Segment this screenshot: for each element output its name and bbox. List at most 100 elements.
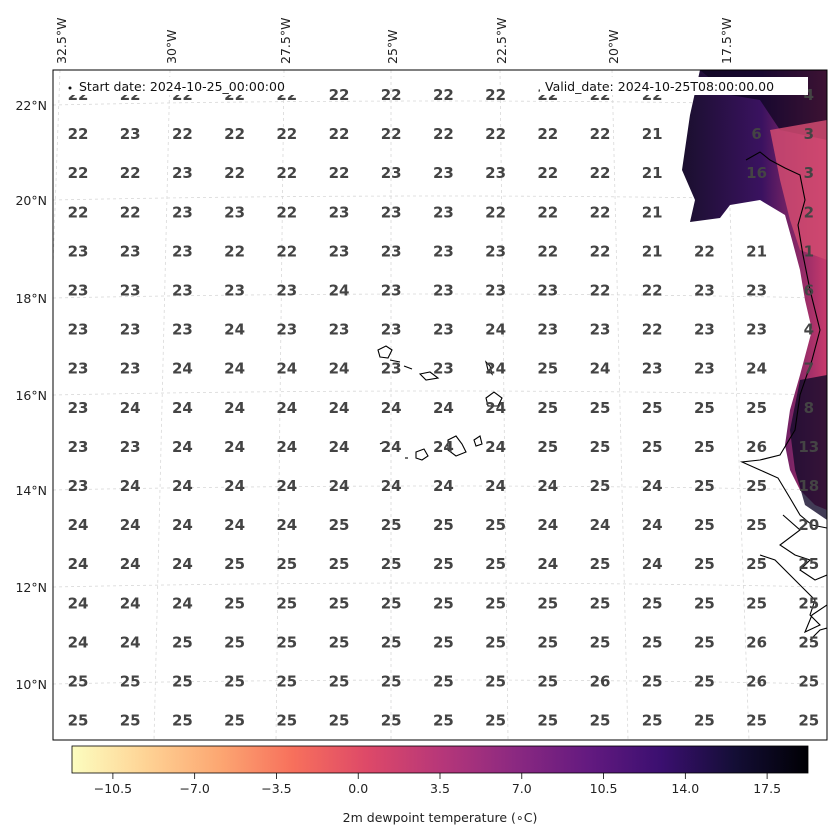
latitude-label: 10°N (15, 677, 47, 692)
grid-value: 22 (172, 125, 193, 143)
grid-value: 23 (172, 242, 193, 260)
grid-value: 25 (120, 673, 141, 691)
grid-value: 22 (537, 164, 558, 182)
latitude-label: 22°N (15, 98, 47, 113)
grid-value: 25 (329, 516, 350, 534)
colorbar-title: 2m dewpoint temperature (∘C) (343, 810, 538, 825)
grid-value: 24 (120, 516, 141, 534)
grid-value: 24 (224, 516, 245, 534)
grid-value: 23 (485, 282, 506, 300)
grid-value: 23 (433, 164, 454, 182)
grid-value: 25 (590, 594, 611, 612)
latitude-label: 14°N (15, 483, 47, 498)
grid-value: 20 (798, 516, 819, 534)
grid-value: 23 (120, 438, 141, 456)
parallel-line (53, 100, 827, 106)
grid-value: 22 (276, 125, 297, 143)
parallel-line (53, 390, 827, 396)
grid-value: 24 (68, 633, 89, 651)
grid-value: 24 (642, 555, 663, 573)
grid-value: 25 (798, 712, 819, 730)
grid-value: 23 (381, 203, 402, 221)
grid-value: 24 (329, 399, 350, 417)
grid-value: 22 (642, 282, 663, 300)
value-grid: 2222222222222222222222224222322222222222… (68, 86, 820, 730)
grid-value: 23 (381, 321, 402, 339)
colorbar-tick-label: 17.5 (753, 781, 781, 796)
grid-value: 22 (224, 125, 245, 143)
grid-value: 23 (590, 321, 611, 339)
meridian-line (611, 70, 629, 740)
map-frame (52, 69, 828, 741)
grid-value: 25 (798, 673, 819, 691)
latitude-label: 20°N (15, 193, 47, 208)
grid-value: 22 (329, 164, 350, 182)
parallel-line (53, 582, 827, 588)
grid-value: 22 (433, 86, 454, 104)
grid-value: 26 (746, 673, 767, 691)
grid-value: 4 (804, 86, 814, 104)
colorbar-tick-label: 7.0 (512, 781, 532, 796)
grid-value: 24 (172, 438, 193, 456)
latitude-label: 12°N (15, 580, 47, 595)
grid-value: 25 (224, 555, 245, 573)
grid-value: 22 (485, 125, 506, 143)
grid-value: 25 (433, 633, 454, 651)
grid-value: 24 (485, 360, 506, 378)
grid-value: 23 (329, 242, 350, 260)
grid-value: 24 (224, 360, 245, 378)
grid-value: 24 (485, 438, 506, 456)
grid-value: 23 (68, 282, 89, 300)
grid-value: 25 (120, 712, 141, 730)
grid-value: 24 (433, 477, 454, 495)
longitude-labels: 32.5°W 30°W 27.5°W 25°W 22.5°W 20°W 17.5°W (54, 18, 734, 64)
grid-value: 25 (694, 477, 715, 495)
grid-value: 6 (804, 282, 814, 300)
grid-value: 23 (120, 321, 141, 339)
grid-value: 23 (224, 282, 245, 300)
parallel-line (53, 195, 827, 201)
grid-value: 25 (746, 399, 767, 417)
grid-value: 7 (804, 360, 814, 378)
grid-value: 25 (590, 633, 611, 651)
grid-value: 25 (694, 438, 715, 456)
grid-value: 25 (694, 555, 715, 573)
longitude-label: 27.5°W (278, 18, 293, 64)
grid-value: 24 (485, 399, 506, 417)
grid-value: 22 (68, 125, 89, 143)
grid-value: 23 (381, 242, 402, 260)
grid-value: 23 (224, 203, 245, 221)
longitude-label: 30°W (164, 29, 179, 64)
grid-value: 22 (120, 203, 141, 221)
grid-value: 24 (276, 477, 297, 495)
grid-value: 25 (798, 555, 819, 573)
grid-value: 25 (485, 555, 506, 573)
grid-value: 22 (642, 321, 663, 339)
grid-value: 24 (537, 516, 558, 534)
grid-value: 23 (68, 438, 89, 456)
meridian-line (499, 70, 509, 740)
colorbar-tick-label: −10.5 (94, 781, 132, 796)
grid-value: 25 (276, 594, 297, 612)
grid-value: 3 (804, 125, 814, 143)
colorbar-tick-label: 0.0 (348, 781, 368, 796)
grid-value: 23 (485, 242, 506, 260)
grid-value: 22 (537, 125, 558, 143)
grid-value: 23 (68, 477, 89, 495)
grid-value: 25 (798, 594, 819, 612)
grid-value: 24 (172, 477, 193, 495)
grid-value: 21 (642, 164, 663, 182)
parallel-line (53, 485, 827, 491)
grid-value: 22 (381, 125, 402, 143)
grid-value: 24 (746, 360, 767, 378)
grid-value: 25 (433, 555, 454, 573)
colorbar-gradient (72, 746, 808, 773)
grid-value: 25 (276, 712, 297, 730)
grid-value: 22 (590, 125, 611, 143)
grid-value: 21 (642, 203, 663, 221)
grid-value: 22 (537, 203, 558, 221)
grid-value: 22 (381, 86, 402, 104)
grid-value: 24 (68, 516, 89, 534)
grid-value: 22 (329, 125, 350, 143)
longitude-label: 25°W (385, 29, 400, 64)
